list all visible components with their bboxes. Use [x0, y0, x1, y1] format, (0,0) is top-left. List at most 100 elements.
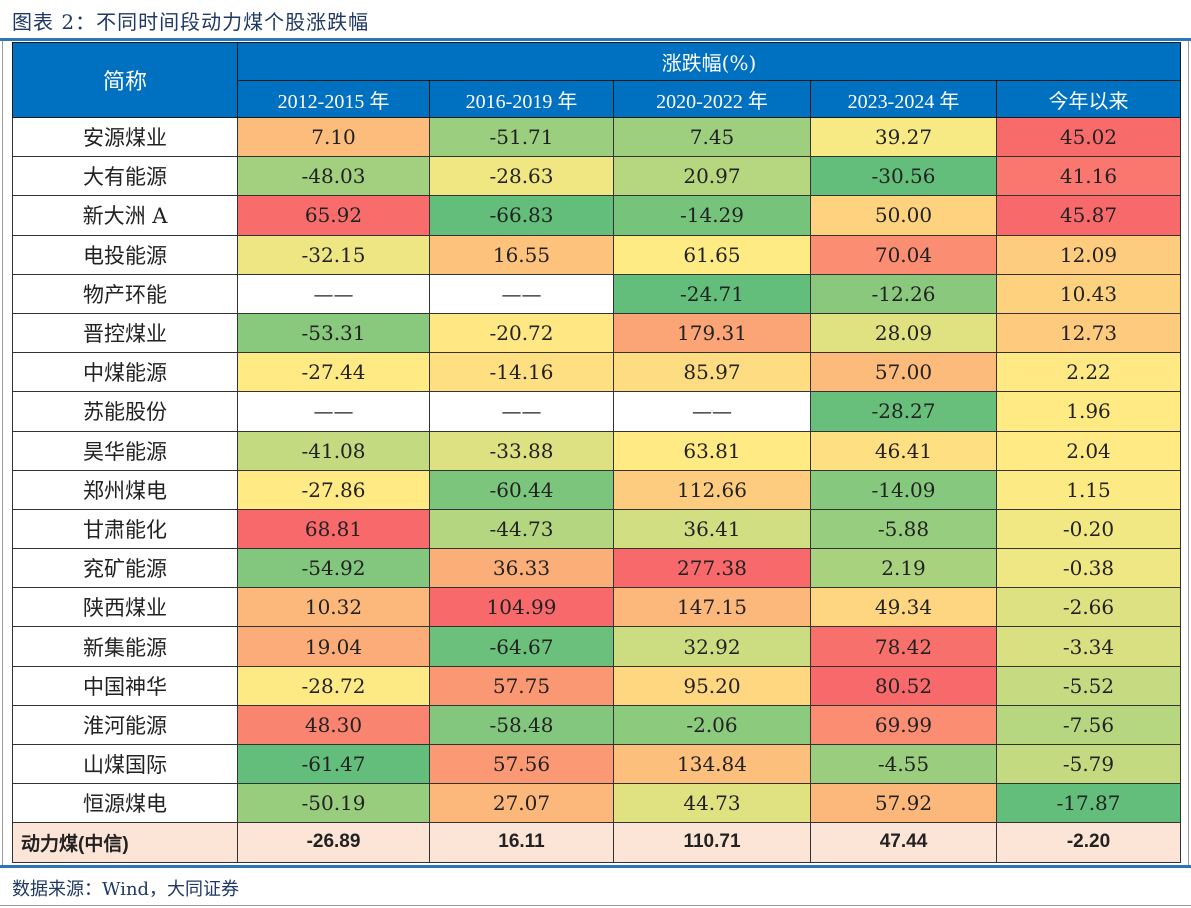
bottom-divider [0, 865, 1191, 868]
return-cell: 85.97 [613, 352, 811, 393]
return-cell: 57.56 [429, 743, 614, 785]
stock-name: 恒源煤电 [12, 783, 238, 824]
right-border [1188, 41, 1189, 867]
return-cell: 68.81 [237, 508, 430, 550]
return-cell: -2.06 [613, 704, 811, 746]
return-cell: -51.71 [429, 116, 614, 158]
stock-name: 电投能源 [12, 234, 238, 275]
table-row: 新集能源 19.04 -64.67 32.92 78.42 -3.34 [12, 626, 1181, 667]
return-cell: -30.56 [810, 156, 997, 197]
return-cell: -44.73 [429, 508, 614, 550]
return-cell: 112.66 [613, 469, 811, 510]
stock-name: 安源煤业 [12, 116, 238, 158]
return-cell: 134.84 [613, 743, 811, 785]
header-period: 今年以来 [996, 80, 1181, 118]
return-cell: -2.20 [996, 822, 1181, 863]
return-cell: -27.44 [237, 352, 430, 393]
total-row: 动力煤(中信) -26.89 16.11 110.71 47.44 -2.20 [12, 822, 1181, 863]
return-cell: 147.15 [613, 587, 811, 628]
stock-name: 中国神华 [12, 665, 238, 706]
return-cell: —— [613, 391, 811, 432]
return-cell: -53.31 [237, 312, 430, 354]
return-cell: 50.00 [810, 195, 997, 236]
return-cell: 1.15 [996, 469, 1181, 510]
return-cell: 69.99 [810, 704, 997, 746]
top-divider [0, 38, 1191, 41]
return-cell: 63.81 [613, 430, 811, 471]
table-row: 昊华能源 -41.08 -33.88 63.81 46.41 2.04 [12, 430, 1181, 471]
table-row: 甘肃能化 68.81 -44.73 36.41 -5.88 -0.20 [12, 508, 1181, 550]
return-cell: 7.45 [613, 116, 811, 158]
table-row: 山煤国际 -61.47 57.56 134.84 -4.55 -5.79 [12, 743, 1181, 785]
stock-name: 动力煤(中信) [12, 822, 238, 863]
return-cell: 44.73 [613, 783, 811, 824]
return-cell: 2.04 [996, 430, 1181, 471]
stock-name: 甘肃能化 [12, 508, 238, 550]
stock-name: 陕西煤业 [12, 587, 238, 628]
return-cell: -64.67 [429, 626, 614, 667]
return-cell: 36.41 [613, 508, 811, 550]
return-cell: 28.09 [810, 312, 997, 354]
return-cell: -28.63 [429, 156, 614, 197]
stock-name: 物产环能 [12, 273, 238, 314]
return-cell: -7.56 [996, 704, 1181, 746]
return-cell: 7.10 [237, 116, 430, 158]
return-cell: 32.92 [613, 626, 811, 667]
figure-title: 图表 2：不同时间段动力煤个股涨跌幅 [12, 10, 370, 34]
table-row: 安源煤业 7.10 -51.71 7.45 39.27 45.02 [12, 116, 1181, 158]
return-cell: -4.55 [810, 743, 997, 785]
return-cell: -58.48 [429, 704, 614, 746]
return-cell: -54.92 [237, 548, 430, 589]
left-border [2, 41, 3, 867]
return-cell: 27.07 [429, 783, 614, 824]
header-name: 简称 [12, 42, 238, 118]
return-cell: -14.16 [429, 352, 614, 393]
return-cell: -27.86 [237, 469, 430, 510]
return-cell: 48.30 [237, 704, 430, 746]
return-cell: 61.65 [613, 234, 811, 275]
table-row: 新大洲 A 65.92 -66.83 -14.29 50.00 45.87 [12, 195, 1181, 236]
table-row: 中煤能源 -27.44 -14.16 85.97 57.00 2.22 [12, 352, 1181, 393]
return-cell: 179.31 [613, 312, 811, 354]
return-cell: -26.89 [237, 822, 430, 863]
return-cell: -48.03 [237, 156, 430, 197]
return-cell: 20.97 [613, 156, 811, 197]
bottom-border [0, 905, 1191, 906]
return-cell: -28.27 [810, 391, 997, 432]
return-cell: -3.34 [996, 626, 1181, 667]
return-cell: -0.20 [996, 508, 1181, 550]
table-row: 淮河能源 48.30 -58.48 -2.06 69.99 -7.56 [12, 704, 1181, 746]
table-row: 苏能股份 —— —— —— -28.27 1.96 [12, 391, 1181, 432]
return-cell: -28.72 [237, 665, 430, 706]
return-cell: —— [237, 273, 430, 314]
return-cell: 12.73 [996, 312, 1181, 354]
return-cell: -32.15 [237, 234, 430, 275]
return-cell: 57.00 [810, 352, 997, 393]
header-period: 2012-2015 年 [237, 80, 430, 118]
return-cell: 104.99 [429, 587, 614, 628]
return-cell: 70.04 [810, 234, 997, 275]
table-row: 陕西煤业 10.32 104.99 147.15 49.34 -2.66 [12, 587, 1181, 628]
table-row: 晋控煤业 -53.31 -20.72 179.31 28.09 12.73 [12, 312, 1181, 354]
source-note: 数据来源：Wind，大同证券 [12, 879, 240, 900]
return-cell: 78.42 [810, 626, 997, 667]
return-cell: -33.88 [429, 430, 614, 471]
return-cell: 2.22 [996, 352, 1181, 393]
return-cell: —— [429, 273, 614, 314]
return-cell: -66.83 [429, 195, 614, 236]
return-cell: 10.43 [996, 273, 1181, 314]
return-cell: -2.66 [996, 587, 1181, 628]
return-cell: -20.72 [429, 312, 614, 354]
return-cell: 16.11 [429, 822, 614, 863]
return-cell: 110.71 [613, 822, 811, 863]
return-cell: -50.19 [237, 783, 430, 824]
table-row: 中国神华 -28.72 57.75 95.20 80.52 -5.52 [12, 665, 1181, 706]
return-cell: -41.08 [237, 430, 430, 471]
stock-name: 兖矿能源 [12, 548, 238, 589]
stock-name: 中煤能源 [12, 352, 238, 393]
header-period: 2020-2022 年 [613, 80, 811, 118]
header-period: 2023-2024 年 [810, 80, 997, 118]
return-cell: 46.41 [810, 430, 997, 471]
return-cell: 41.16 [996, 156, 1181, 197]
stock-name: 晋控煤业 [12, 312, 238, 354]
